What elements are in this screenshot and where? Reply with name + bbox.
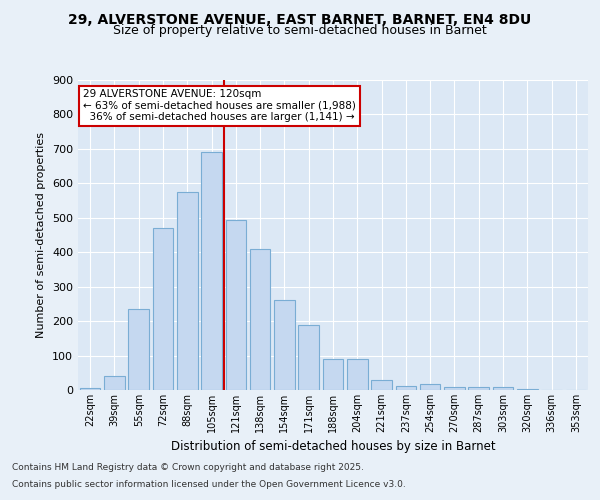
Bar bbox=[469, 386, 489, 390]
Bar bbox=[250, 249, 271, 390]
Bar bbox=[177, 192, 197, 390]
Text: Contains HM Land Registry data © Crown copyright and database right 2025.: Contains HM Land Registry data © Crown c… bbox=[12, 464, 364, 472]
Bar bbox=[201, 152, 222, 390]
Bar bbox=[274, 300, 295, 390]
Bar bbox=[298, 324, 319, 390]
Bar bbox=[226, 220, 246, 390]
Bar bbox=[420, 384, 440, 390]
Text: Contains public sector information licensed under the Open Government Licence v3: Contains public sector information licen… bbox=[12, 480, 406, 489]
Bar bbox=[371, 380, 392, 390]
X-axis label: Distribution of semi-detached houses by size in Barnet: Distribution of semi-detached houses by … bbox=[170, 440, 496, 454]
Bar bbox=[128, 309, 149, 390]
Bar bbox=[347, 359, 368, 390]
Bar bbox=[80, 388, 100, 390]
Text: Size of property relative to semi-detached houses in Barnet: Size of property relative to semi-detach… bbox=[113, 24, 487, 37]
Bar bbox=[323, 359, 343, 390]
Bar bbox=[104, 376, 125, 390]
Bar bbox=[493, 386, 514, 390]
Text: 29, ALVERSTONE AVENUE, EAST BARNET, BARNET, EN4 8DU: 29, ALVERSTONE AVENUE, EAST BARNET, BARN… bbox=[68, 12, 532, 26]
Text: 29 ALVERSTONE AVENUE: 120sqm
← 63% of semi-detached houses are smaller (1,988)
 : 29 ALVERSTONE AVENUE: 120sqm ← 63% of se… bbox=[83, 90, 356, 122]
Y-axis label: Number of semi-detached properties: Number of semi-detached properties bbox=[37, 132, 46, 338]
Bar bbox=[152, 228, 173, 390]
Bar bbox=[395, 386, 416, 390]
Bar bbox=[444, 386, 465, 390]
